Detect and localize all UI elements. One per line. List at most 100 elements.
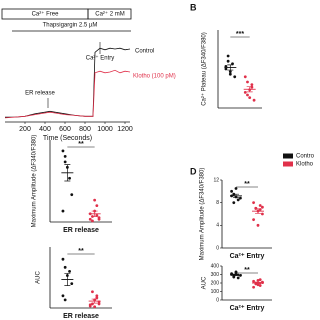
data-point <box>243 91 247 94</box>
y-tick-label: 200 <box>211 280 220 286</box>
data-point <box>61 149 65 153</box>
data-point <box>230 272 234 276</box>
data-point <box>224 67 228 71</box>
data-point <box>246 93 249 97</box>
x-tick-label: 1200 <box>117 126 133 133</box>
data-point <box>97 302 101 306</box>
series-label: Control <box>135 49 154 55</box>
data-point <box>250 83 254 86</box>
y-axis-label: Maximum Amplitude (ΔF340/F380) <box>32 135 38 228</box>
annotation: Ca²⁺ Free <box>32 11 60 18</box>
data-point <box>256 223 260 227</box>
legend-swatch <box>283 161 293 167</box>
legend-swatch <box>283 153 293 159</box>
data-point <box>95 296 99 300</box>
y-tick-label: 400 <box>211 263 220 269</box>
annotation: Ca²⁺ Entry <box>86 55 115 62</box>
x-tick-label: 800 <box>79 126 91 133</box>
x-axis-label: Ca²⁺ Entry <box>230 253 265 260</box>
condition-box <box>87 8 132 20</box>
y-tick-label: 0 <box>216 297 219 303</box>
x-axis-label: ER release <box>63 313 99 320</box>
data-point <box>226 54 230 58</box>
data-point <box>61 294 65 298</box>
y-tick-label: 8 <box>216 200 219 206</box>
significance: ** <box>244 181 250 188</box>
panel-label: D <box>190 166 197 176</box>
x-axis-label: Ca²⁺ Entry <box>230 305 265 312</box>
data-point <box>254 206 258 210</box>
data-point <box>232 201 236 205</box>
x-tick-label: 400 <box>39 126 51 133</box>
data-point <box>61 209 65 213</box>
data-point <box>63 155 67 158</box>
significance: *** <box>236 31 244 38</box>
data-point <box>91 290 94 294</box>
data-point <box>232 275 236 279</box>
annotation: ER release <box>25 91 55 97</box>
data-point <box>91 219 94 223</box>
data-point <box>233 75 237 79</box>
significance: ** <box>78 248 84 255</box>
data-point <box>236 198 240 202</box>
data-point <box>95 214 99 217</box>
y-tick-label: 300 <box>211 272 220 278</box>
data-point <box>248 96 252 99</box>
y-axis-label: Maximum Amplitude (ΔF340/F380) <box>200 168 206 261</box>
data-point <box>68 270 71 273</box>
data-point <box>93 305 97 309</box>
data-point <box>93 198 97 202</box>
data-point <box>228 70 232 73</box>
x-axis-label: Time (Seconds) <box>43 135 92 142</box>
x-axis-label: ER release <box>63 227 99 234</box>
data-point <box>258 284 262 287</box>
data-point <box>63 298 67 302</box>
data-point <box>228 72 232 76</box>
y-tick-label: 4 <box>216 223 219 229</box>
x-tick-label: 600 <box>59 126 71 133</box>
data-point <box>246 80 249 84</box>
data-point <box>226 59 230 63</box>
data-point <box>234 187 238 190</box>
data-point <box>97 217 101 221</box>
data-point <box>258 204 262 207</box>
data-point <box>236 276 240 280</box>
data-point <box>88 217 92 221</box>
data-point <box>230 189 234 193</box>
data-point <box>252 218 256 222</box>
data-point <box>250 85 254 89</box>
error-bar <box>91 298 98 304</box>
data-point <box>63 265 67 269</box>
data-point <box>234 270 238 274</box>
data-point <box>243 75 247 79</box>
error-bar <box>255 208 261 214</box>
significance: ** <box>244 267 250 274</box>
data-point <box>252 98 256 102</box>
data-point <box>258 278 262 281</box>
error-bar <box>227 64 234 71</box>
x-tick-label: 1000 <box>97 126 113 133</box>
data-point <box>252 279 256 283</box>
error-bar <box>246 86 253 93</box>
data-point <box>70 193 74 197</box>
x-tick-label: 200 <box>19 126 31 133</box>
panel-label: B <box>190 2 197 12</box>
error-bar <box>64 273 71 286</box>
error-bar <box>255 281 261 285</box>
data-point <box>61 257 65 261</box>
data-point <box>95 294 99 298</box>
data-point <box>95 204 99 208</box>
data-point <box>258 208 262 211</box>
data-point <box>63 160 67 164</box>
error-bar <box>233 193 239 198</box>
annotation: Thapsigargin 2.5 µM <box>43 23 98 29</box>
data-point <box>252 285 256 289</box>
error-bar <box>91 210 98 217</box>
data-point <box>88 303 92 307</box>
y-axis-label: Ca²⁺ Plateau (ΔF340/F380) <box>201 32 208 106</box>
data-point <box>261 212 264 216</box>
data-point <box>256 279 260 282</box>
y-axis-label: AUC <box>202 276 208 289</box>
error-bar <box>64 164 71 182</box>
